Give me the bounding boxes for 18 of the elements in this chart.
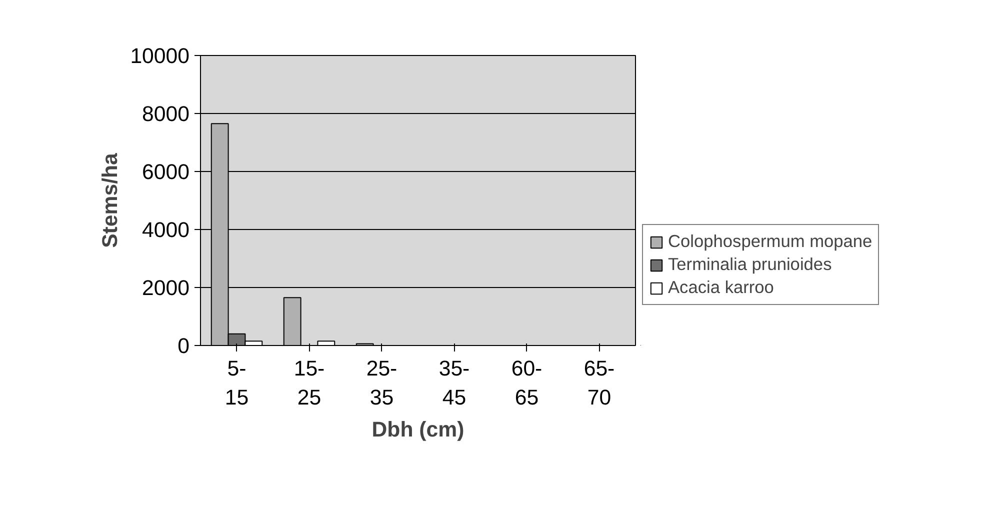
y-tick-label: 6000	[142, 160, 190, 184]
y-tick-label: 0	[178, 334, 190, 358]
y-tick-label: 8000	[142, 102, 190, 126]
legend-label: Acacia karroo	[668, 277, 774, 298]
x-axis-title: Dbh (cm)	[372, 417, 464, 442]
legend-label: Terminalia prunioides	[668, 254, 832, 275]
bar	[283, 297, 302, 346]
y-axis-title: Stems/ha	[98, 152, 122, 248]
x-tick-label: 5-15	[224, 356, 249, 410]
y-tick-label: 4000	[142, 218, 190, 242]
x-tick-label: 60-65	[511, 356, 542, 410]
y-tick-label: 2000	[142, 276, 190, 300]
x-tick-label: 15-25	[294, 356, 325, 410]
y-tick-label: 10000	[130, 44, 190, 68]
x-tick-label: 35-45	[438, 356, 470, 410]
x-tick-label: 25-35	[366, 356, 398, 410]
x-tick-label: 65-70	[584, 356, 615, 410]
legend-label: Colophospermum mopane	[668, 231, 872, 252]
